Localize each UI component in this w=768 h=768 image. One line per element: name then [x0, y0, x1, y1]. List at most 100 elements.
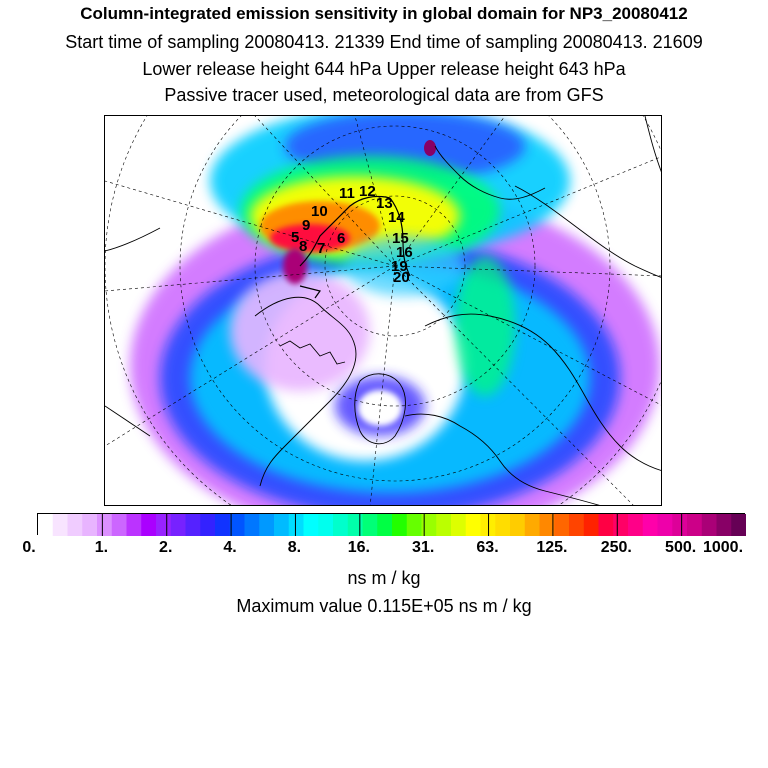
field-light-purple [230, 271, 370, 391]
coast-russia [424, 313, 661, 471]
track-segment-east [389, 197, 411, 277]
field-blue-mid [345, 236, 465, 296]
colorbar-label: 4. [223, 539, 237, 556]
meridian-1 [254, 116, 396, 267]
track-label: 14 [388, 209, 405, 226]
field-greenland-white [358, 390, 402, 426]
track-label: 8 [299, 238, 307, 255]
colorbar-swatch [259, 514, 275, 536]
colorbar-label: 2. [159, 539, 173, 556]
colorbar-swatch [406, 514, 422, 536]
coast-southwest-edge [105, 405, 151, 437]
field-green-east [455, 256, 515, 396]
colorbar-swatch [613, 514, 629, 536]
sampling-times: Start time of sampling 20080413. 21339 E… [65, 32, 703, 52]
track-segment-south [299, 285, 322, 299]
track-label: 15 [392, 230, 409, 247]
colorbar-swatch [436, 514, 452, 536]
meridian-10 [394, 116, 506, 267]
colorbar-swatch [716, 514, 732, 536]
colorbar-swatch [465, 514, 481, 536]
colorbar-swatch [82, 514, 98, 536]
colorbar-swatch [495, 514, 511, 536]
graticule [105, 116, 661, 505]
colorbar-swatch [642, 514, 658, 536]
coast-chukotka [434, 145, 546, 200]
coast-north-america [254, 296, 357, 487]
colorbar-label: 125. [536, 539, 568, 556]
field-dot [424, 140, 436, 156]
track-label: 7 [317, 240, 325, 257]
title-line-1: Column-integrated emission sensitivity i… [80, 4, 688, 23]
meridian-2 [105, 180, 396, 267]
coast-siberia [514, 185, 661, 278]
colorbar-swatch [303, 514, 319, 536]
colorbar-svg [38, 514, 746, 536]
coast-europe [404, 413, 600, 505]
track-label: 20 [393, 269, 410, 286]
colorbar-swatch [598, 514, 614, 536]
meridian-7 [394, 265, 661, 406]
colorbar-swatch [318, 514, 334, 536]
colorbar-label: 500. [665, 539, 697, 556]
colorbar-swatch [672, 514, 688, 536]
colorbar-swatch [524, 514, 540, 536]
track-label: 10 [311, 203, 328, 220]
colorbar-swatch [701, 514, 717, 536]
colorbar-swatch [215, 514, 231, 536]
colorbar-label: 1000. [702, 539, 744, 556]
colorbar-swatch [185, 514, 201, 536]
colorbar-swatch [451, 514, 467, 536]
colorbar-swatch [288, 514, 304, 536]
release-heights: Lower release height 644 hPa Upper relea… [142, 59, 626, 79]
colorbar-swatch [539, 514, 555, 536]
colorbar-label: 0. [22, 539, 36, 556]
track-segment-west [299, 195, 391, 267]
track-label: 11 [339, 185, 355, 202]
track-label: 12 [359, 183, 376, 200]
colorbar-swatch [244, 514, 260, 536]
colorbar-swatch [274, 514, 290, 536]
track-label: 19 [391, 258, 408, 275]
colorbar-swatch [392, 514, 408, 536]
colorbar-swatch [377, 514, 393, 536]
colorbar-swatch [657, 514, 673, 536]
track-label: 9 [302, 217, 310, 234]
coast-arctic-islands [279, 340, 346, 365]
colorbar-label: 8. [287, 539, 302, 556]
track-label: 13 [376, 195, 393, 212]
track-label: 6 [337, 230, 345, 247]
colorbar-swatch [229, 514, 245, 536]
coast-asia-edge [644, 116, 661, 173]
colorbar-swatch [510, 514, 526, 536]
coast-west-edge [105, 227, 161, 252]
units-label: ns m / kg [347, 568, 421, 588]
track-label: 5 [291, 229, 299, 246]
colorbar-swatch [67, 514, 83, 536]
meridian-6 [394, 265, 634, 505]
colorbar-swatch [170, 514, 186, 536]
colorbar-swatch [126, 514, 142, 536]
colorbar-swatch [333, 514, 349, 536]
colorbar-swatch [569, 514, 585, 536]
field-magenta [283, 248, 307, 284]
colorbar-swatch [141, 514, 157, 536]
track-label: 16 [396, 244, 413, 261]
map-panel: 11 12 13 10 14 9 6 15 5 8 7 16 19 20 [104, 115, 662, 506]
coastlines [105, 116, 661, 505]
latitude-circle-1 [324, 195, 466, 337]
colorbar-swatch [583, 514, 599, 536]
colorbar-swatch [200, 514, 216, 536]
latitude-circle-3 [179, 116, 611, 482]
colorbar-label: 63. [476, 539, 499, 556]
colorbar [37, 513, 746, 536]
colorbar-swatch [731, 514, 746, 536]
colorbar-swatch [156, 514, 172, 536]
colorbar-swatch [362, 514, 378, 536]
colorbar-swatch [421, 514, 437, 536]
colorbar-label: 31. [412, 539, 435, 556]
tracer-info: Passive tracer used, meteorological data… [164, 85, 604, 105]
colorbar-swatch [687, 514, 703, 536]
